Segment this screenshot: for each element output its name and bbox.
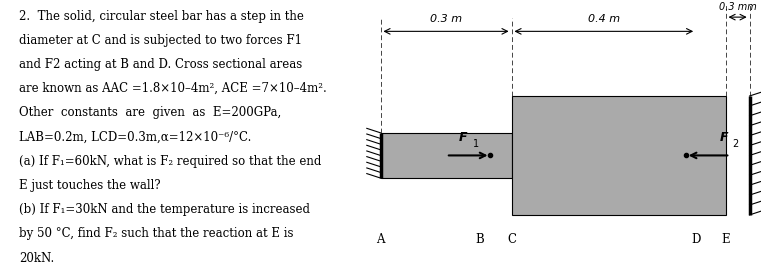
- Text: by 50 °C, find F₂ such that the reaction at E is: by 50 °C, find F₂ such that the reaction…: [19, 227, 294, 240]
- Text: (a) If F₁=60kN, what is F₂ required so that the end: (a) If F₁=60kN, what is F₂ required so t…: [19, 155, 321, 168]
- Text: C: C: [507, 233, 516, 246]
- Text: 2: 2: [732, 139, 738, 148]
- Text: 0.3 mm: 0.3 mm: [718, 2, 756, 12]
- Text: 2.  The solid, circular steel bar has a step in the: 2. The solid, circular steel bar has a s…: [19, 10, 304, 23]
- Text: B: B: [476, 233, 485, 246]
- Text: are known as AAC =1.8×10–4m², ACE =7×10–4m².: are known as AAC =1.8×10–4m², ACE =7×10–…: [19, 82, 326, 95]
- Text: LAB=0.2m, LCD=0.3m,α=12×10⁻⁶/°C.: LAB=0.2m, LCD=0.3m,α=12×10⁻⁶/°C.: [19, 131, 251, 144]
- Text: 20kN.: 20kN.: [19, 252, 54, 265]
- Text: 0.3 m: 0.3 m: [430, 15, 462, 24]
- Bar: [511, 96, 725, 215]
- Text: D: D: [692, 233, 701, 246]
- Text: F: F: [720, 131, 728, 144]
- Text: 0.4 m: 0.4 m: [587, 15, 620, 24]
- Text: F: F: [459, 131, 467, 144]
- Bar: [380, 133, 511, 178]
- Text: A: A: [376, 233, 385, 246]
- Text: E just touches the wall?: E just touches the wall?: [19, 179, 161, 192]
- Text: Other  constants  are  given  as  E=200GPa,: Other constants are given as E=200GPa,: [19, 106, 282, 119]
- Text: diameter at C and is subjected to two forces F1: diameter at C and is subjected to two fo…: [19, 34, 302, 47]
- Text: 1: 1: [473, 139, 479, 148]
- Text: E: E: [721, 233, 730, 246]
- Text: and F2 acting at B and D. Cross sectional areas: and F2 acting at B and D. Cross sectiona…: [19, 58, 302, 71]
- Text: (b) If F₁=30kN and the temperature is increased: (b) If F₁=30kN and the temperature is in…: [19, 203, 310, 216]
